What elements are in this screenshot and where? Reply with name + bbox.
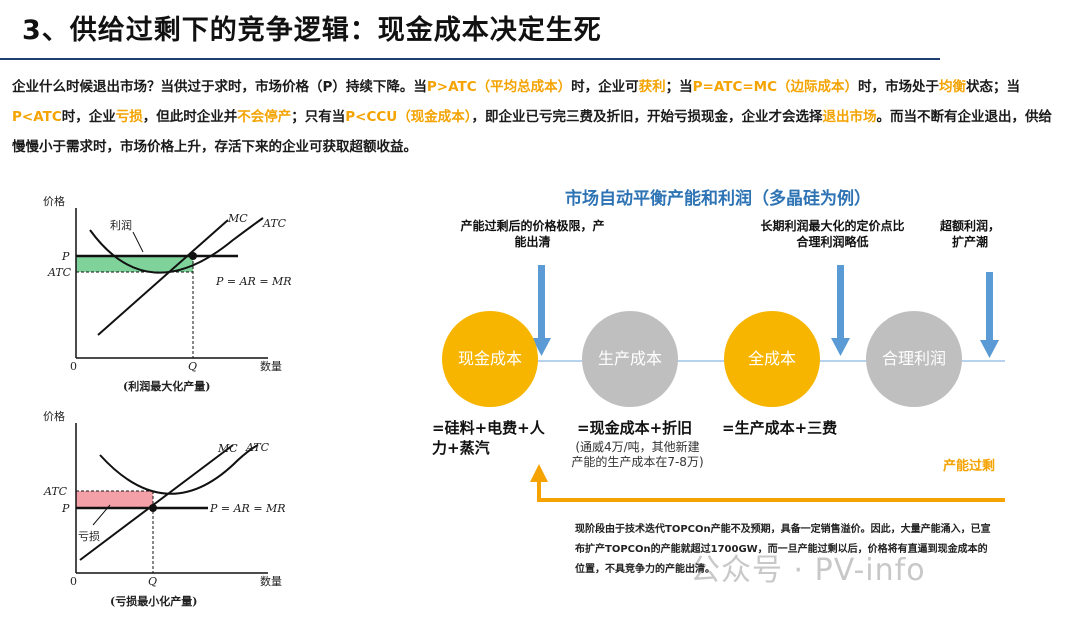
atc-curve (89, 217, 264, 274)
graph-caption: (利润最大化产量) (123, 379, 210, 393)
x-axis-label: 数量 (260, 575, 282, 588)
intro-text: 时，企业 (61, 109, 116, 125)
annotation-profit: 超额利润，扩产潮 (939, 219, 1000, 249)
mc-label: MC (227, 212, 248, 225)
x-axis-label: 数量 (260, 360, 282, 373)
intro-highlight: 亏损 (115, 109, 143, 125)
atc-axis-label: ATC (47, 266, 72, 279)
down-arrow (980, 272, 999, 358)
annotation-cash-cost: 产能过剩后的价格极限，产能出清 (460, 219, 605, 249)
intro-highlight: 退出市场 (822, 109, 877, 125)
production-cost-formula: =现金成本+折旧 (577, 419, 693, 437)
atc-axis-label: ATC (43, 485, 68, 498)
equilibrium-point (149, 504, 157, 512)
loss-pointer (92, 504, 111, 526)
mc-curve (97, 219, 229, 336)
page-title: 3、供给过剩下的竞争逻辑：现金成本决定生死 (22, 15, 602, 46)
y-axis-label: 价格 (43, 194, 65, 208)
loss-label: 亏损 (78, 529, 100, 543)
p-label: P (61, 502, 70, 515)
atc-curve (99, 444, 259, 495)
diagram-title: 市场自动平衡产能和利润（多晶硅为例） (565, 189, 871, 209)
watermark: 公众号 · PV-info (690, 553, 926, 588)
q-label: Q (188, 360, 197, 373)
q-label: Q (148, 575, 157, 588)
title-divider (0, 58, 940, 60)
feedback-arrow (530, 464, 1005, 502)
intro-text: 时，企业可 (571, 79, 639, 95)
y-axis-label: 价格 (43, 409, 65, 423)
origin-label: 0 (70, 575, 77, 588)
profit-area (76, 256, 193, 272)
intro-text: ，但此时企业并 (142, 109, 238, 125)
loss-area (76, 491, 153, 508)
full-cost-circle: 全成本 (724, 311, 820, 407)
cash-cost-formula: =硅料+电费+人力+蒸汽 (432, 419, 545, 457)
loss-min-graph: 价格 数量 0 亏损 MC ATC P ATC P = AR = MR Q (亏… (38, 405, 308, 615)
down-arrow (532, 265, 551, 356)
intro-text: ；当 (665, 79, 693, 95)
reasonable-profit-circle: 合理利润 (866, 311, 962, 407)
overcapacity-label: 产能过剩 (943, 459, 996, 474)
intro-highlight: P>ATC（平均总成本） (426, 79, 572, 95)
intro-highlight: P<CCU（现金成本） (345, 109, 472, 125)
demand-label: P = AR = MR (209, 502, 286, 515)
intro-text: ；只有当 (291, 109, 346, 125)
atc-label: ATC (245, 441, 270, 454)
graph-caption: (亏损最小化产量) (110, 594, 197, 608)
intro-text: 状态；当 (966, 79, 1021, 95)
intro-highlight: 获利 (638, 79, 666, 95)
annotation-full-cost: 长期利润最大化的定价点比合理利润略低 (760, 219, 905, 249)
bottom-note: 现阶段由于技术迭代TOPCOn产能不及预期，具备一定销售溢价。因此，大量产能涌入… (575, 524, 991, 575)
intro-highlight: 均衡 (939, 79, 967, 95)
atc-label: ATC (262, 217, 287, 230)
p-label: P (61, 250, 70, 263)
intro-paragraph: 企业什么时候退出市场？当供过于求时，市场价格（P）持续下降。当P>ATC（平均总… (12, 72, 1062, 162)
intro-text: 时，市场处于 (858, 79, 940, 95)
demand-label: P = AR = MR (215, 275, 292, 288)
intro-text: 。而当不断有企业退出，供给慢慢小于需求时，市场价格上升，存活下来的企业可获取超额… (12, 109, 1052, 155)
intro-text: ，即企业已亏完三费及折旧，开始亏损现金，企业才会选择 (471, 109, 823, 125)
profit-label: 利润 (110, 218, 132, 232)
production-cost-note: (通威4万/吨，其他新建产能的生产成本在7-8万) (571, 440, 704, 469)
down-arrow (831, 265, 850, 356)
mc-curve (79, 444, 234, 561)
origin-label: 0 (70, 360, 77, 373)
intro-text: 企业什么时候退出市场？当供过于求时，市场价格（P）持续下降。当 (12, 79, 427, 95)
cash-cost-circle: 现金成本 (442, 311, 538, 407)
mc-label: MC (217, 442, 238, 455)
equilibrium-point (189, 252, 197, 260)
profit-max-graph: 价格 数量 0 利润 MC ATC P ATC P = AR = MR Q (利… (38, 190, 308, 400)
intro-highlight: 不会停产 (237, 109, 292, 125)
intro-highlight: P=ATC=MC（边际成本） (692, 79, 859, 95)
production-cost-circle: 生产成本 (582, 311, 678, 407)
intro-highlight: P<ATC (12, 109, 62, 125)
profit-pointer (132, 231, 144, 253)
full-cost-formula: =生产成本+三费 (722, 419, 838, 437)
